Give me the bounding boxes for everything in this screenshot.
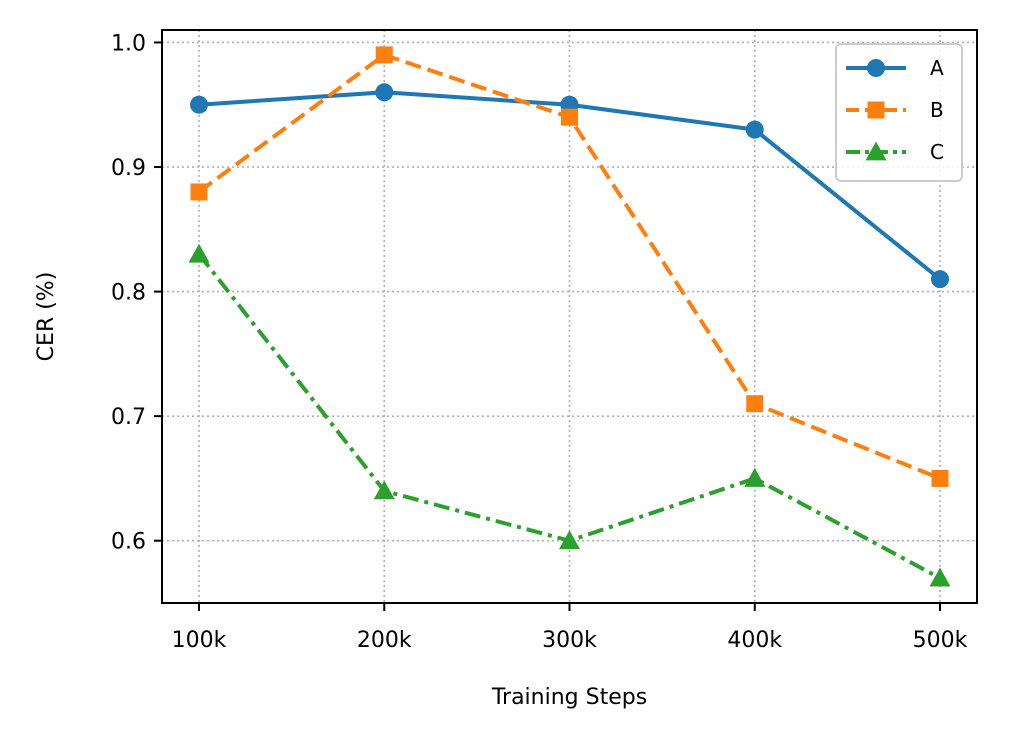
- x-tick-label: 300k: [542, 628, 597, 653]
- y-tick-label: 1.0: [111, 31, 146, 56]
- legend-box: [835, 43, 963, 182]
- x-axis: 100k 200k 300k 400k 500k: [172, 603, 968, 653]
- y-tick-label: 0.6: [111, 530, 146, 555]
- legend-label: C: [930, 140, 944, 164]
- data-point-A: [375, 83, 394, 102]
- data-point-A: [931, 270, 949, 289]
- x-tick-label: 100k: [172, 628, 227, 653]
- y-tick-label: 0.8: [111, 281, 146, 306]
- data-point-C: [559, 530, 580, 550]
- y-tick-label: 0.9: [111, 156, 146, 181]
- x-tick-label: 500k: [913, 628, 968, 653]
- x-tick-label: 400k: [727, 628, 782, 653]
- legend-label: B: [930, 98, 944, 122]
- series-layer: [188, 46, 951, 587]
- data-point-A: [190, 95, 208, 114]
- legend-label: A: [930, 56, 944, 80]
- series-B: [190, 46, 949, 487]
- legend-entry-A: A: [846, 56, 944, 80]
- legend-marker: [867, 101, 885, 119]
- legend-entry-C: C: [846, 140, 944, 164]
- series-A: [190, 83, 949, 289]
- y-tick-label: 0.7: [111, 405, 146, 430]
- y-axis: 0.6 0.7 0.8 0.9 1.0: [111, 31, 162, 555]
- data-point-B: [375, 46, 393, 64]
- data-point-C: [929, 567, 951, 587]
- legend: ABC: [835, 43, 963, 182]
- x-tick-label: 200k: [357, 628, 412, 653]
- legend-marker: [865, 141, 887, 161]
- series-C: [188, 243, 951, 587]
- data-point-C: [373, 480, 395, 500]
- data-point-B: [561, 108, 578, 126]
- data-point-B: [931, 469, 949, 487]
- data-point-B: [190, 183, 208, 201]
- x-axis-title: Training Steps: [491, 685, 647, 710]
- legend-entry-B: B: [846, 98, 944, 122]
- y-axis-title: CER (%): [34, 272, 59, 362]
- data-point-A: [745, 120, 764, 139]
- data-point-C: [744, 467, 766, 487]
- data-point-C: [188, 243, 210, 263]
- data-point-B: [746, 395, 764, 413]
- legend-marker: [867, 59, 885, 77]
